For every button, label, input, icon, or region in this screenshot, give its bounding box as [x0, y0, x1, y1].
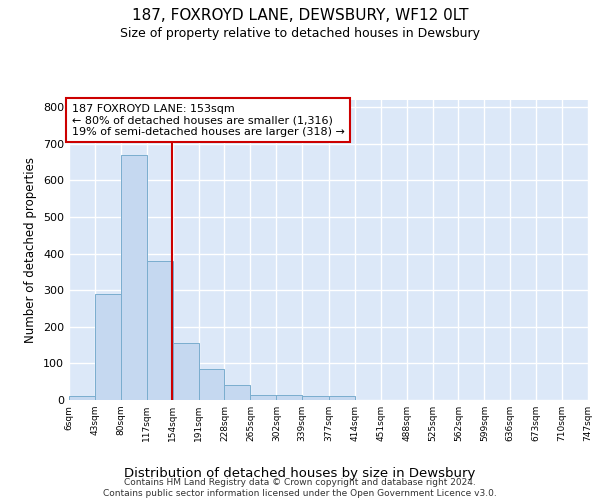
Text: Distribution of detached houses by size in Dewsbury: Distribution of detached houses by size …: [124, 467, 476, 480]
Text: Contains HM Land Registry data © Crown copyright and database right 2024.
Contai: Contains HM Land Registry data © Crown c…: [103, 478, 497, 498]
Bar: [147, 261, 173, 400]
Text: Size of property relative to detached houses in Dewsbury: Size of property relative to detached ho…: [120, 28, 480, 40]
Bar: [250, 394, 277, 400]
Text: 187, FOXROYD LANE, DEWSBURY, WF12 0LT: 187, FOXROYD LANE, DEWSBURY, WF12 0LT: [132, 8, 468, 22]
Bar: [277, 394, 302, 400]
Text: 187 FOXROYD LANE: 153sqm
← 80% of detached houses are smaller (1,316)
19% of sem: 187 FOXROYD LANE: 153sqm ← 80% of detach…: [72, 104, 344, 137]
Bar: [224, 384, 250, 400]
Bar: [69, 396, 95, 400]
Bar: [199, 369, 224, 400]
Y-axis label: Number of detached properties: Number of detached properties: [25, 157, 37, 343]
Bar: [173, 344, 199, 400]
Bar: [121, 155, 147, 400]
Bar: [302, 396, 329, 400]
Bar: [95, 294, 121, 400]
Bar: [329, 396, 355, 400]
